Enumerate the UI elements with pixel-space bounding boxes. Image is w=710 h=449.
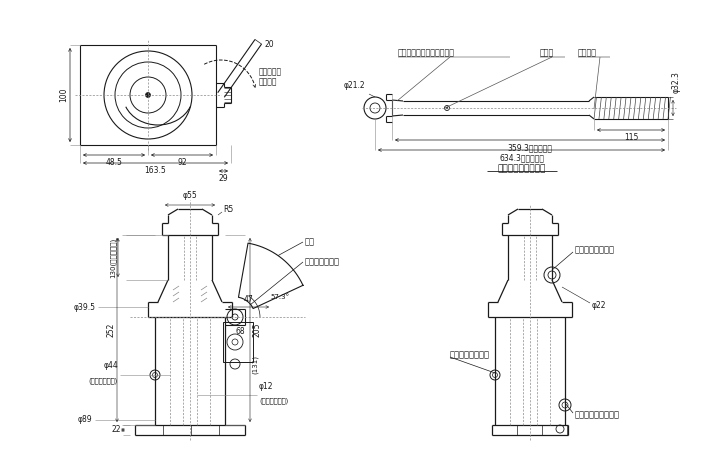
Circle shape bbox=[446, 107, 448, 109]
Text: レバーソケット: レバーソケット bbox=[305, 257, 340, 267]
Text: (シリンダ内径): (シリンダ内径) bbox=[89, 377, 118, 383]
Text: 634.3（最伸長）: 634.3（最伸長） bbox=[499, 153, 544, 162]
Text: リリーズスクリュウ差込口: リリーズスクリュウ差込口 bbox=[398, 48, 455, 57]
Text: φ32.3: φ32.3 bbox=[672, 71, 681, 93]
Text: ストッパ: ストッパ bbox=[578, 48, 597, 57]
Text: 取手: 取手 bbox=[305, 238, 315, 247]
Text: φ22: φ22 bbox=[592, 300, 606, 309]
Text: (131): (131) bbox=[252, 356, 258, 374]
Text: 操作レバー
回転方向: 操作レバー 回転方向 bbox=[259, 67, 282, 86]
Text: 115: 115 bbox=[624, 133, 638, 142]
Text: 163.5: 163.5 bbox=[145, 166, 166, 175]
Text: R5: R5 bbox=[223, 206, 234, 215]
Text: 伸縮式: 伸縮式 bbox=[540, 48, 555, 57]
Text: 252: 252 bbox=[106, 323, 115, 337]
Text: 205: 205 bbox=[252, 323, 261, 337]
Text: 92: 92 bbox=[178, 158, 187, 167]
Text: 47: 47 bbox=[243, 295, 253, 304]
Text: 操作レバー差込口: 操作レバー差込口 bbox=[575, 246, 615, 255]
Text: 100: 100 bbox=[59, 88, 68, 102]
Text: φ39.5: φ39.5 bbox=[74, 303, 96, 312]
Text: 68: 68 bbox=[235, 327, 245, 336]
Text: φ55: φ55 bbox=[182, 191, 197, 200]
Text: 専用操作レバー詳細: 専用操作レバー詳細 bbox=[497, 164, 546, 173]
Text: 359.3（最縮長）: 359.3（最縮長） bbox=[508, 143, 552, 152]
Circle shape bbox=[146, 92, 151, 97]
Text: φ12: φ12 bbox=[259, 382, 273, 391]
Text: 57.3°: 57.3° bbox=[270, 294, 289, 300]
Text: φ89: φ89 bbox=[77, 415, 92, 424]
Text: φ21.2: φ21.2 bbox=[344, 81, 365, 90]
Text: φ44: φ44 bbox=[103, 361, 118, 370]
Text: 29: 29 bbox=[219, 174, 229, 183]
Text: 130(ストローク): 130(ストローク) bbox=[109, 238, 116, 277]
Text: 20: 20 bbox=[265, 40, 274, 48]
Text: オイルフィリング: オイルフィリング bbox=[450, 351, 490, 360]
Text: 48.5: 48.5 bbox=[106, 158, 122, 167]
Text: リリーススクリュウ: リリーススクリュウ bbox=[575, 410, 620, 419]
Text: (シリンダ内径): (シリンダ内径) bbox=[259, 397, 288, 404]
Bar bbox=[223, 322, 253, 362]
Text: 22: 22 bbox=[111, 426, 121, 435]
